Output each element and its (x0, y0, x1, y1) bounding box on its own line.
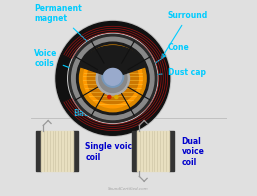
Circle shape (96, 62, 130, 95)
Polygon shape (79, 46, 146, 74)
Circle shape (115, 95, 118, 99)
Circle shape (102, 66, 124, 87)
Text: Basket: Basket (74, 109, 110, 118)
Text: SoundCertified.com: SoundCertified.com (108, 187, 149, 191)
Circle shape (84, 49, 142, 108)
Circle shape (72, 37, 154, 120)
Bar (132, 131, 137, 171)
Text: Surround: Surround (162, 11, 208, 57)
Text: Dual
voice
coil: Dual voice coil (181, 137, 204, 167)
Bar (41, 131, 73, 171)
Bar (169, 131, 173, 171)
Circle shape (68, 33, 158, 123)
Circle shape (108, 95, 111, 99)
Text: Voice
coils: Voice coils (34, 49, 84, 73)
Text: Dust cap: Dust cap (128, 68, 206, 78)
Bar (73, 131, 78, 171)
Circle shape (99, 64, 127, 93)
Circle shape (87, 53, 138, 104)
Circle shape (104, 68, 122, 85)
Circle shape (79, 45, 146, 112)
Circle shape (69, 34, 157, 122)
Text: Cone: Cone (148, 43, 189, 68)
Text: Single voice
coil: Single voice coil (85, 142, 138, 162)
Text: Permanent
magnet: Permanent magnet (34, 4, 94, 48)
Bar (137, 131, 169, 171)
Circle shape (56, 22, 170, 135)
Circle shape (55, 21, 171, 136)
Circle shape (77, 42, 149, 115)
Bar (36, 131, 41, 171)
